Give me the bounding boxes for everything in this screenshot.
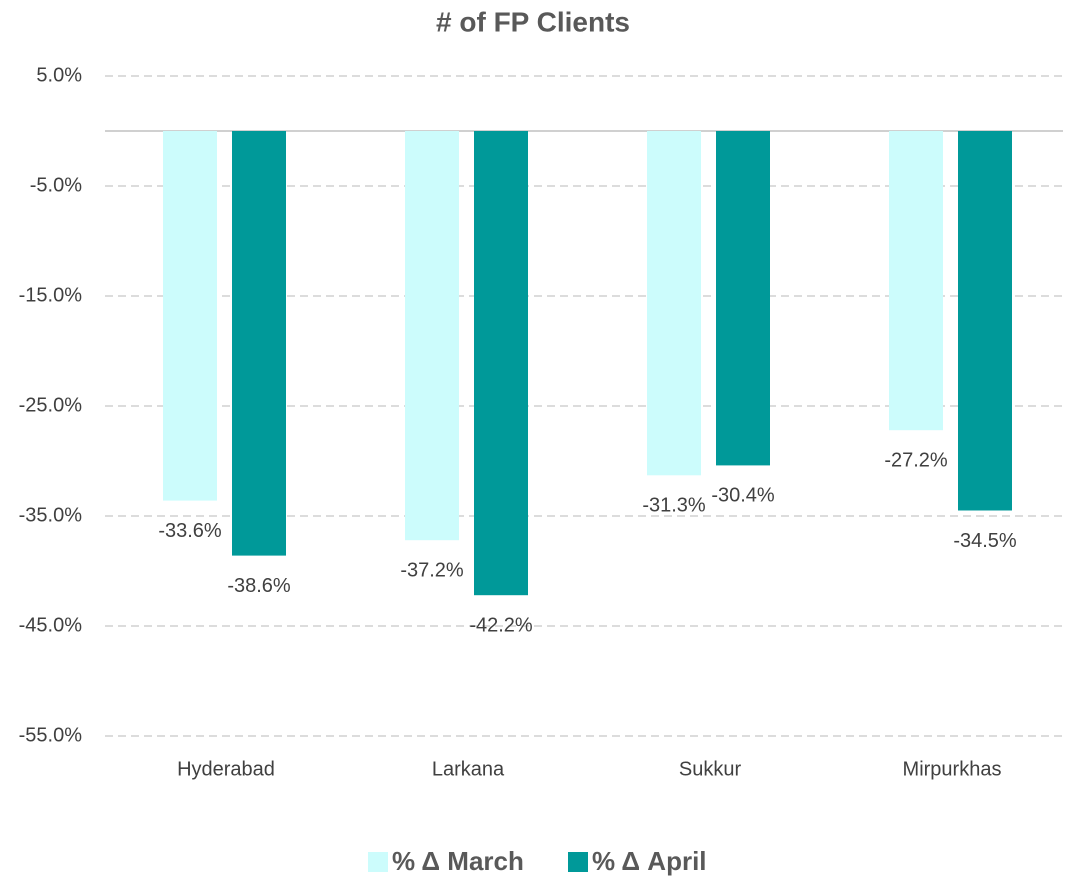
y-tick-label: -25.0% xyxy=(19,394,83,416)
legend-swatch xyxy=(568,852,588,872)
data-label: -27.2% xyxy=(884,449,948,471)
data-label: -37.2% xyxy=(400,559,464,581)
data-label: -30.4% xyxy=(711,485,775,507)
chart-title: # of FP Clients xyxy=(436,6,630,37)
y-tick-label: -45.0% xyxy=(19,614,83,636)
bar xyxy=(647,131,701,476)
bar xyxy=(958,131,1012,511)
bar xyxy=(163,131,217,501)
data-label: -38.6% xyxy=(227,575,291,597)
bar xyxy=(232,131,286,556)
x-tick-label: Larkana xyxy=(432,758,505,780)
data-label: -31.3% xyxy=(642,495,706,517)
legend-label: % Δ March xyxy=(392,846,524,876)
bar xyxy=(474,131,528,596)
data-label: -33.6% xyxy=(158,520,222,542)
y-tick-label: -5.0% xyxy=(30,174,82,196)
x-tick-label: Hyderabad xyxy=(177,758,275,780)
data-label: -34.5% xyxy=(953,530,1017,552)
legend-label: % Δ April xyxy=(592,846,707,876)
y-tick-label: -35.0% xyxy=(19,504,83,526)
bar xyxy=(716,131,770,466)
x-tick-label: Mirpurkhas xyxy=(903,758,1002,780)
y-tick-label: -15.0% xyxy=(19,284,83,306)
y-tick-label: -55.0% xyxy=(19,724,83,746)
data-label: -42.2% xyxy=(469,614,533,636)
bar xyxy=(405,131,459,541)
x-tick-label: Sukkur xyxy=(679,758,742,780)
bar xyxy=(889,131,943,431)
y-tick-label: 5.0% xyxy=(36,64,82,86)
legend-swatch xyxy=(368,852,388,872)
